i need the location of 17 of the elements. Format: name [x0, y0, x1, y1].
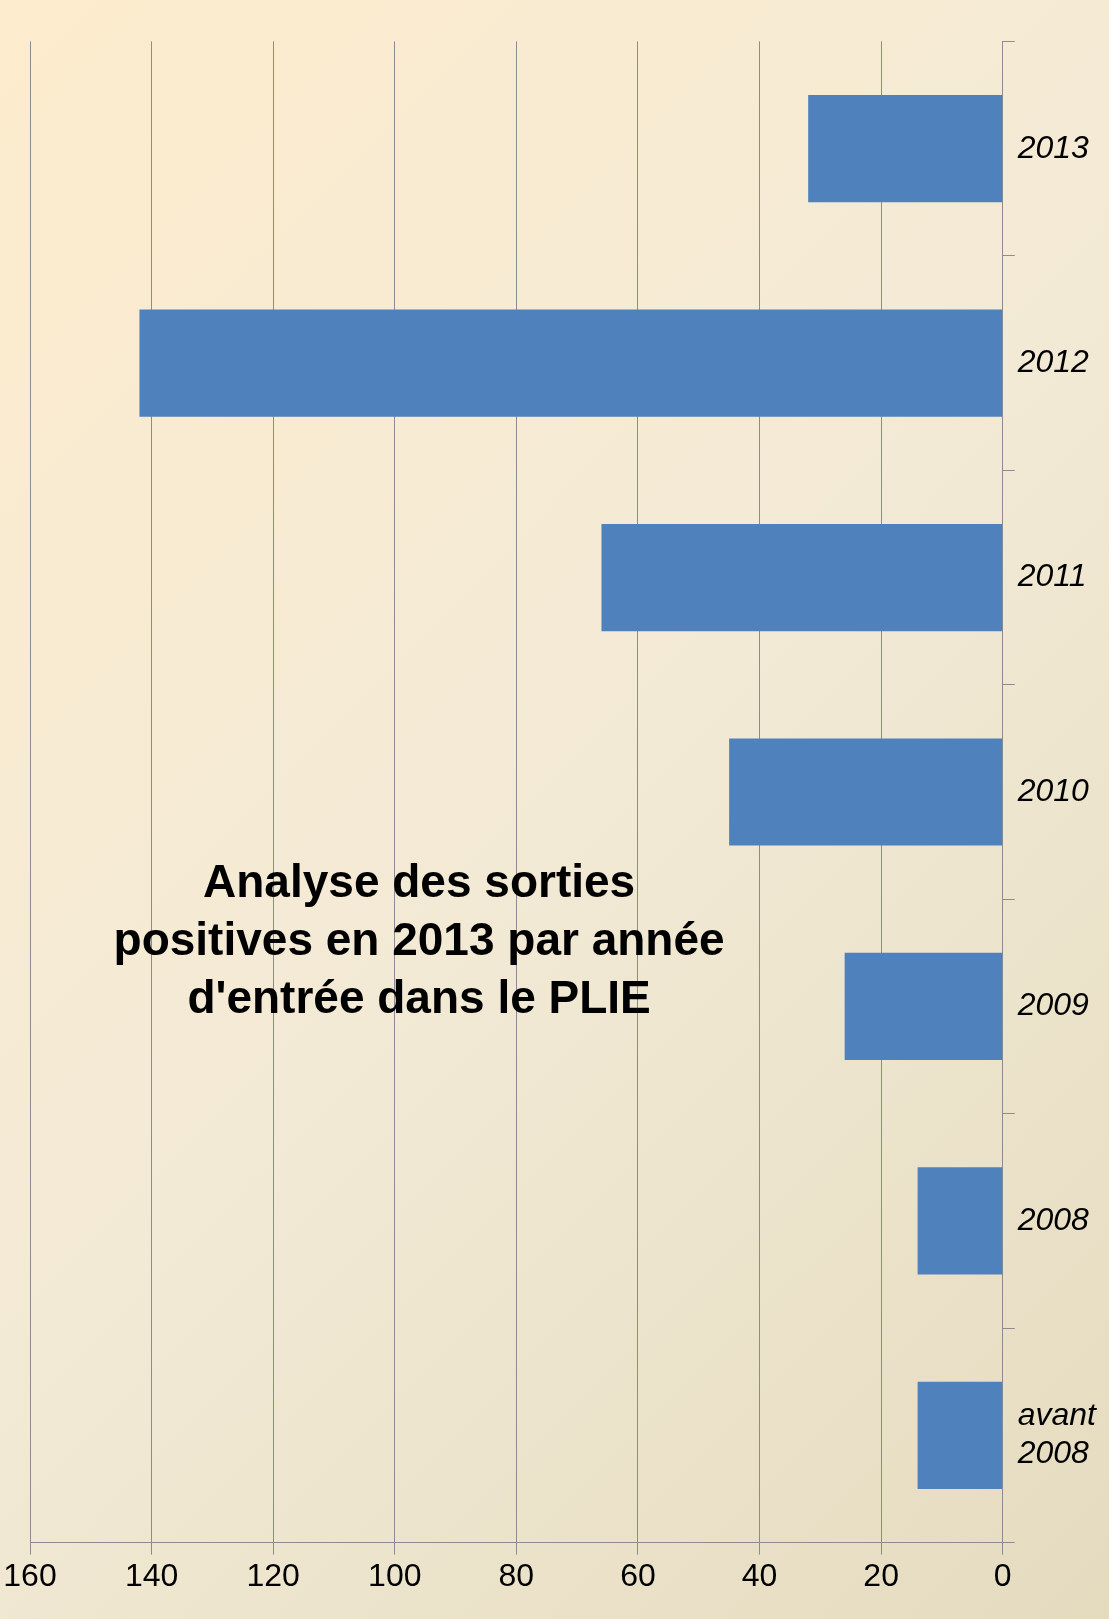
x-tick-label: 160	[3, 1556, 57, 1593]
x-tick-label: 80	[498, 1556, 535, 1593]
x-tick-label: 100	[368, 1556, 422, 1593]
x-tick-label: 120	[246, 1556, 300, 1593]
x-tick-label: 40	[741, 1556, 778, 1593]
x-tick-label: 0	[993, 1556, 1012, 1593]
y-tick-label: 2010	[1016, 771, 1090, 808]
y-tick-label: 2013	[1016, 128, 1090, 165]
y-tick-label: 2011	[1016, 557, 1087, 594]
y-tick-label: avant 2008	[1016, 1396, 1098, 1471]
y-tick-label: 2008	[1016, 1200, 1090, 1237]
x-tick-label: 60	[620, 1556, 656, 1593]
x-tick-label: 20	[863, 1556, 899, 1593]
x-tick-label: 140	[124, 1556, 179, 1593]
y-tick-label: 2009	[1016, 986, 1090, 1023]
text: Analyse des sorties positives en 2013 par année d'entrée dans le PLIE	[113, 854, 725, 1023]
y-tick-label: 2012	[1016, 342, 1090, 379]
